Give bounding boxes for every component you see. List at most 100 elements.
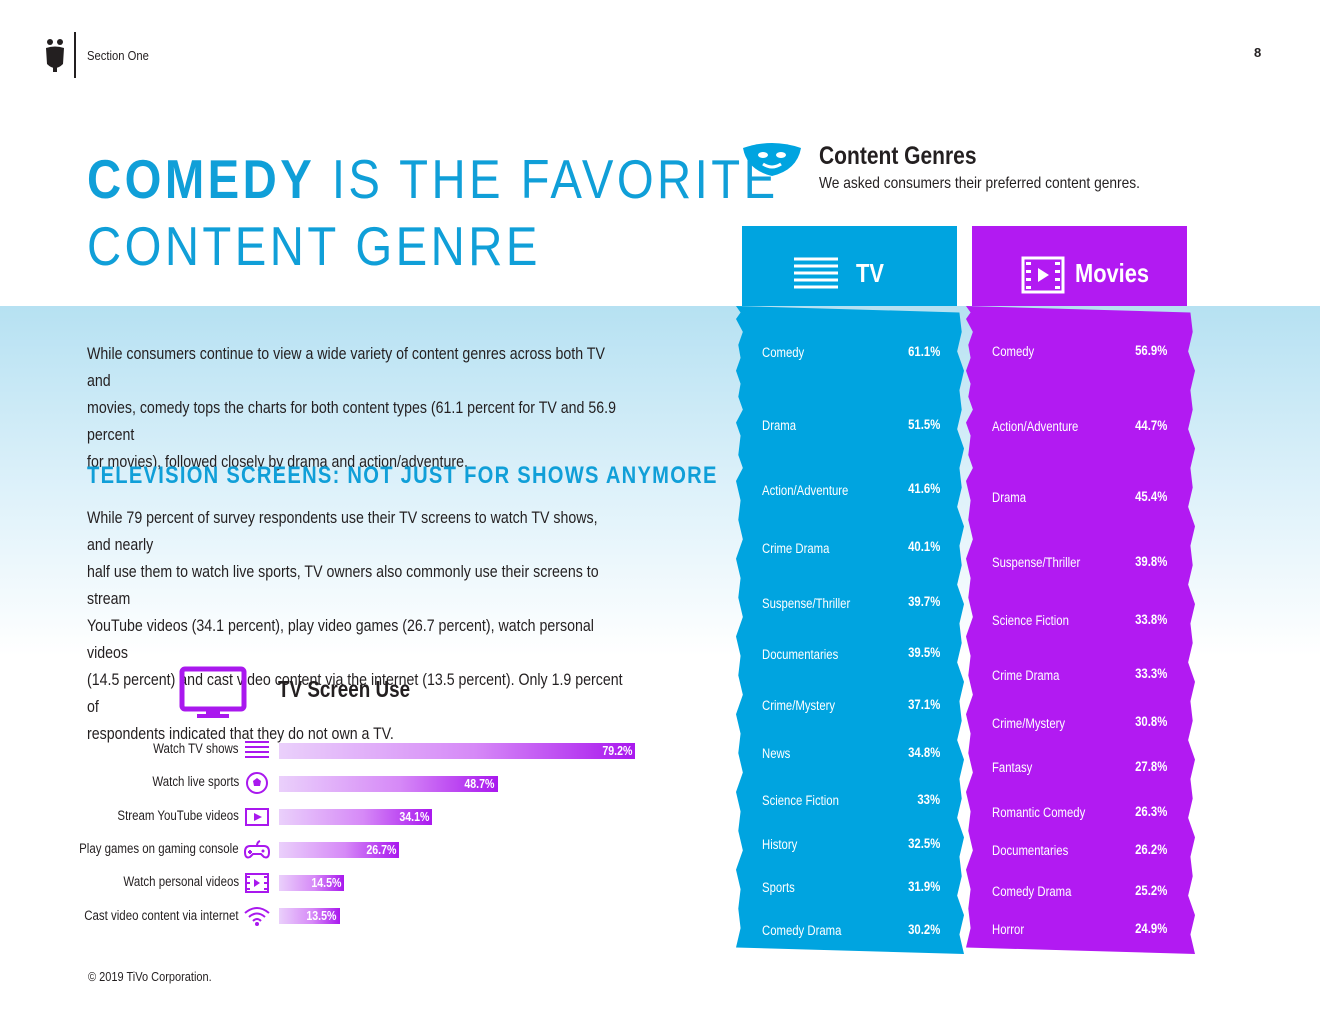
movies-genre-list: Comedy 56.9% Action/Adventure 44.7% Dram…	[966, 306, 1195, 954]
tv-genre-name: Drama	[762, 418, 797, 433]
tv-genre-name: Science Fiction	[762, 793, 839, 808]
content-genres-subtitle: We asked consumers their preferred conte…	[819, 175, 1140, 192]
use-label: Watch personal videos	[123, 874, 239, 889]
tivo-logo-icon	[46, 39, 64, 72]
tv-genre-name: Action/Adventure	[762, 483, 849, 498]
tv-genre-name: History	[762, 837, 798, 852]
tv-genre-value: 33%	[917, 792, 940, 807]
tv-genre-value: 32.5%	[907, 836, 940, 851]
movies-column-header: Movies	[972, 226, 1187, 306]
movies-genre-value: 56.9%	[1134, 343, 1167, 358]
tv-genre-value: 40.1%	[907, 539, 940, 554]
use-bar-value: 48.7%	[464, 777, 495, 791]
movies-genre-name: Fantasy	[992, 760, 1033, 775]
movies-genre-value: 26.2%	[1134, 842, 1167, 857]
tv-genre-name: Sports	[762, 880, 795, 895]
movies-genre-value: 45.4%	[1134, 489, 1167, 504]
tv-shows-icon	[245, 741, 269, 758]
tv-genre-value: 39.7%	[907, 594, 940, 609]
use-bar: 48.7%	[279, 776, 498, 792]
use-label: Play games on gaming console	[79, 841, 239, 856]
section-subheading: TELEVISION SCREENS: NOT JUST FOR SHOWS A…	[87, 462, 718, 489]
use-bar: 79.2%	[279, 743, 635, 759]
tv-column-header: TV	[742, 226, 957, 306]
use-bar-value: 34.1%	[399, 810, 430, 824]
intro-paragraph: While consumers continue to view a wide …	[87, 341, 625, 476]
movies-genre-name: Comedy Drama	[992, 884, 1072, 899]
movies-genre-name: Science Fiction	[992, 613, 1069, 628]
tv-genre-value: 30.2%	[907, 922, 940, 937]
tv-genre-value: 41.6%	[907, 481, 940, 496]
movies-genre-name: Romantic Comedy	[992, 805, 1086, 820]
use-label: Cast video content via internet	[84, 908, 239, 923]
movies-genre-value: 25.2%	[1134, 883, 1167, 898]
use-bar: 14.5%	[279, 875, 345, 891]
use-label: Watch live sports	[152, 774, 239, 789]
use-bar-value: 26.7%	[365, 843, 396, 857]
use-bar-value: 14.5%	[311, 876, 342, 890]
tv-genre-value: 39.5%	[907, 645, 940, 660]
movies-genre-value: 30.8%	[1134, 714, 1167, 729]
tv-genre-name: Comedy	[762, 345, 805, 360]
content-genres-title: Content Genres	[819, 142, 977, 170]
movies-genre-value: 27.8%	[1134, 759, 1167, 774]
tv-column-label: TV	[856, 258, 884, 288]
copyright: © 2019 TiVo Corporation.	[88, 970, 212, 984]
paragraph-line: YouTube videos (34.1 percent), play vide…	[87, 617, 594, 662]
tv-screen-use-title: TV Screen Use	[278, 676, 411, 702]
movies-column-label: Movies	[1075, 258, 1150, 288]
gamepad-icon	[244, 840, 270, 859]
movies-genre-value: 33.3%	[1134, 666, 1167, 681]
paragraph-line: While 79 percent of survey respondents u…	[87, 509, 598, 554]
movies-genre-name: Documentaries	[992, 843, 1069, 858]
movies-genre-value: 26.3%	[1134, 804, 1167, 819]
intro-line: for movies), followed closely by drama a…	[87, 453, 468, 471]
movies-genre-value: 33.8%	[1134, 612, 1167, 627]
movies-genre-name: Drama	[992, 490, 1027, 505]
film-icon	[1021, 256, 1065, 294]
television-icon	[179, 666, 247, 718]
tv-genre-name: News	[762, 746, 791, 761]
movies-genre-name: Suspense/Thriller	[992, 555, 1081, 570]
title-line2: CONTENT GENRE	[87, 215, 541, 277]
movies-genre-name: Action/Adventure	[992, 419, 1079, 434]
use-label: Watch TV shows	[153, 741, 239, 756]
paragraph-line: half use them to watch live sports, TV o…	[87, 563, 599, 608]
movies-genre-value: 24.9%	[1134, 921, 1167, 936]
play-button-icon	[245, 808, 269, 826]
title-highlight: COMEDY	[87, 148, 316, 210]
title-line1-rest: IS THE FAVORITE	[315, 148, 779, 210]
soccer-ball-icon	[246, 772, 268, 794]
paragraph-line: respondents indicated that they do not o…	[87, 725, 394, 743]
tv-genre-value: 37.1%	[907, 697, 940, 712]
film-icon	[245, 873, 269, 893]
tv-genre-name: Crime Drama	[762, 541, 830, 556]
use-bar-value: 79.2%	[601, 744, 632, 758]
tv-genre-value: 51.5%	[907, 417, 940, 432]
theater-masks-icon	[743, 143, 801, 176]
page-number: 8	[1254, 45, 1262, 60]
movies-genre-name: Horror	[992, 922, 1025, 937]
tv-genre-name: Documentaries	[762, 647, 839, 662]
use-bar: 26.7%	[279, 842, 399, 858]
tv-genre-value: 61.1%	[907, 344, 940, 359]
use-bar-value: 13.5%	[306, 909, 337, 923]
movies-genre-name: Crime Drama	[992, 668, 1060, 683]
tv-screens-paragraph: While 79 percent of survey respondents u…	[87, 505, 625, 748]
movies-genre-name: Crime/Mystery	[992, 716, 1066, 731]
movies-genre-name: Comedy	[992, 344, 1035, 359]
use-bar: 34.1%	[279, 809, 433, 825]
use-bar: 13.5%	[279, 908, 340, 924]
movies-genre-value: 39.8%	[1134, 554, 1167, 569]
tv-shows-icon	[794, 257, 838, 289]
wifi-icon	[244, 907, 270, 926]
tv-genre-list: Comedy 61.1% Drama 51.5% Action/Adventur…	[736, 306, 964, 954]
header-divider	[74, 32, 76, 78]
page-title: COMEDY IS THE FAVORITE CONTENT GENRE	[87, 146, 779, 280]
tv-genre-name: Comedy Drama	[762, 923, 842, 938]
tv-genre-value: 34.8%	[907, 745, 940, 760]
tv-genre-value: 31.9%	[907, 879, 940, 894]
intro-line: While consumers continue to view a wide …	[87, 345, 605, 390]
use-label: Stream YouTube videos	[117, 808, 239, 823]
intro-line: movies, comedy tops the charts for both …	[87, 399, 617, 444]
